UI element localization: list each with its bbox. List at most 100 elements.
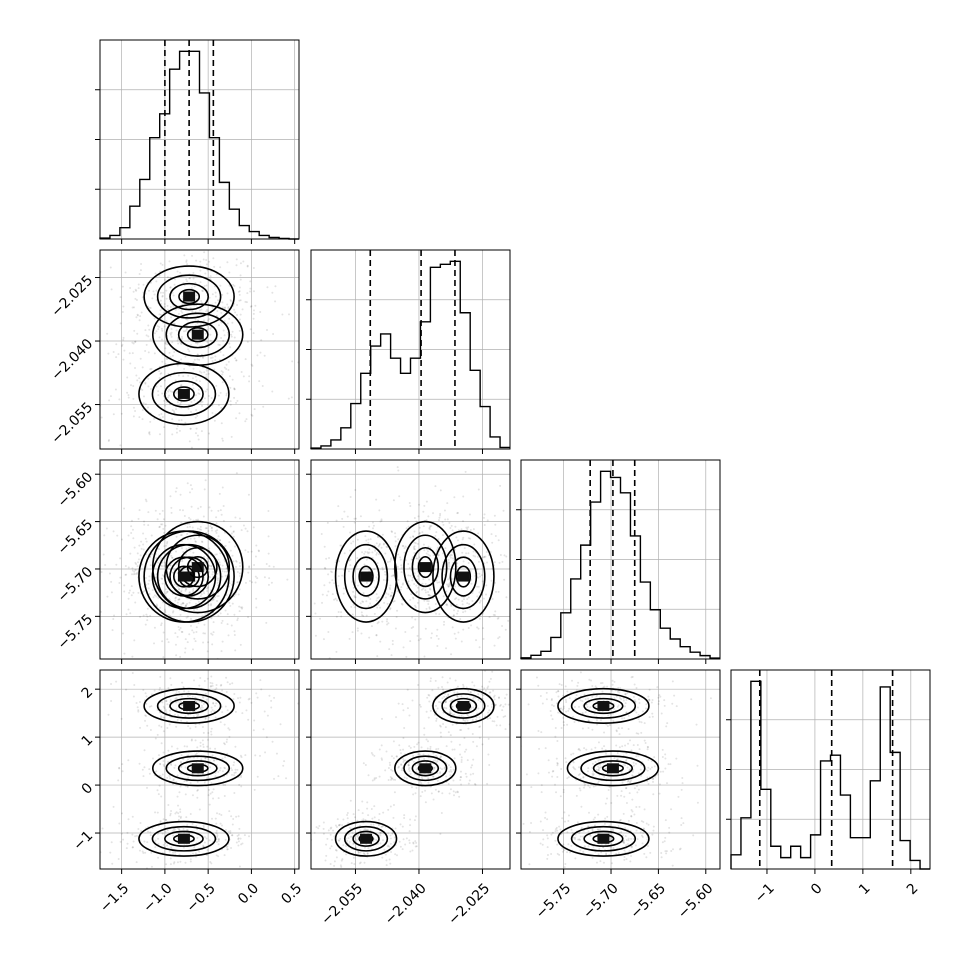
density-contour-3 <box>358 565 374 588</box>
contour-group <box>138 687 244 857</box>
density-contour-2 <box>177 760 218 777</box>
density-contour-2 <box>411 760 440 777</box>
density-contour-1 <box>403 534 448 600</box>
histogram-steps <box>99 50 299 240</box>
y-tick-label: 2 <box>79 684 97 702</box>
density-contour-2 <box>169 282 210 311</box>
density-peak <box>177 833 190 844</box>
histogram-panel-3 <box>726 669 931 874</box>
density-contour-2 <box>352 556 380 597</box>
y-tick-label: −5.75 <box>55 611 97 653</box>
density-contour-0 <box>151 750 244 787</box>
density-peak <box>183 291 196 302</box>
density-contour-3 <box>178 288 201 305</box>
density-contour-1 <box>165 534 231 600</box>
panel-content <box>100 460 299 659</box>
scatter-panel-2-0 <box>95 459 300 664</box>
y-tick-label: −5.65 <box>55 517 97 559</box>
density-contour-2 <box>411 546 440 588</box>
y-tick-label: −5.60 <box>55 469 97 511</box>
sample-points <box>311 670 510 868</box>
density-contour-2 <box>169 697 210 715</box>
x-tick-label: −2.025 <box>445 880 493 928</box>
density-contour-0 <box>334 530 398 623</box>
grid-lines <box>311 460 510 659</box>
density-contour-3 <box>186 327 209 343</box>
sample-points <box>313 466 510 659</box>
density-contour-1 <box>570 693 637 719</box>
x-tick-label: 1 <box>856 880 874 898</box>
density-peak <box>183 700 196 711</box>
x-tick-label: −5.75 <box>533 880 575 922</box>
density-contour-0 <box>143 687 235 725</box>
panel-frame <box>730 669 931 870</box>
scatter-panel-3-1 <box>306 669 511 874</box>
density-contour-3 <box>417 556 433 579</box>
density-contour-1 <box>151 543 217 610</box>
contour-group <box>138 265 244 426</box>
panel-content <box>100 250 299 449</box>
y-tick-label: −2.025 <box>48 273 96 321</box>
density-contour-1 <box>151 371 217 417</box>
density-peak <box>191 329 204 340</box>
density-contour-1 <box>343 825 389 852</box>
scatter-panel-3-0 <box>95 669 300 874</box>
contour-group <box>334 687 495 857</box>
density-contour-2 <box>352 830 380 847</box>
density-contour-2 <box>583 697 624 715</box>
density-contour-2 <box>177 320 218 349</box>
x-tick-label: −5.65 <box>627 880 669 922</box>
x-tick-label: −2.055 <box>318 880 366 928</box>
density-peak <box>597 833 610 844</box>
panel-content <box>311 670 510 869</box>
density-contour-0 <box>557 820 650 857</box>
histogram-panel-1 <box>306 249 511 454</box>
density-contour-1 <box>156 693 222 719</box>
density-contour-0 <box>143 265 235 328</box>
density-peak <box>191 763 204 774</box>
density-peak <box>419 562 432 573</box>
density-contour-0 <box>138 820 230 857</box>
histogram-panel-2 <box>516 459 721 664</box>
density-contour-1 <box>156 274 222 319</box>
density-contour-3 <box>173 565 195 588</box>
contour-group <box>138 520 244 623</box>
density-contour-0 <box>334 820 398 857</box>
panel-frame <box>310 459 511 660</box>
contour-group <box>557 687 660 857</box>
grid-lines <box>521 460 720 659</box>
scatter-panel-2-1 <box>306 459 511 664</box>
density-peak <box>177 388 190 399</box>
density-peak <box>360 571 373 582</box>
y-tick-label: −2.055 <box>48 400 96 448</box>
grid-lines <box>311 250 510 449</box>
x-tick-label: −1.5 <box>97 880 132 915</box>
density-contour-0 <box>138 362 230 426</box>
y-tick-label: 0 <box>79 780 97 798</box>
density-contour-1 <box>165 755 231 782</box>
density-contour-0 <box>394 520 457 614</box>
density-peak <box>191 562 204 573</box>
panel-frame <box>99 669 300 870</box>
density-contour-0 <box>432 687 495 725</box>
density-contour-2 <box>583 830 624 847</box>
density-contour-1 <box>151 825 217 852</box>
y-tick-label: −2.040 <box>48 336 96 384</box>
y-tick-label: 1 <box>79 732 97 750</box>
y-tick-label: −5.70 <box>55 564 97 606</box>
panel-frame <box>99 459 300 660</box>
panel-content <box>311 460 510 659</box>
x-tick-label: −2.040 <box>382 880 430 928</box>
panel-frame <box>310 249 511 450</box>
density-peak <box>606 763 619 774</box>
density-contour-0 <box>151 520 244 614</box>
density-peak <box>457 571 470 582</box>
density-contour-0 <box>138 530 230 623</box>
histogram-steps <box>520 470 720 659</box>
panel-frame <box>310 669 511 870</box>
x-tick-label: 0.5 <box>278 880 305 907</box>
x-tick-label: 2 <box>904 880 922 898</box>
sample-points <box>100 251 299 449</box>
histogram-steps <box>730 680 930 870</box>
scatter-panel-1-0 <box>95 249 300 454</box>
